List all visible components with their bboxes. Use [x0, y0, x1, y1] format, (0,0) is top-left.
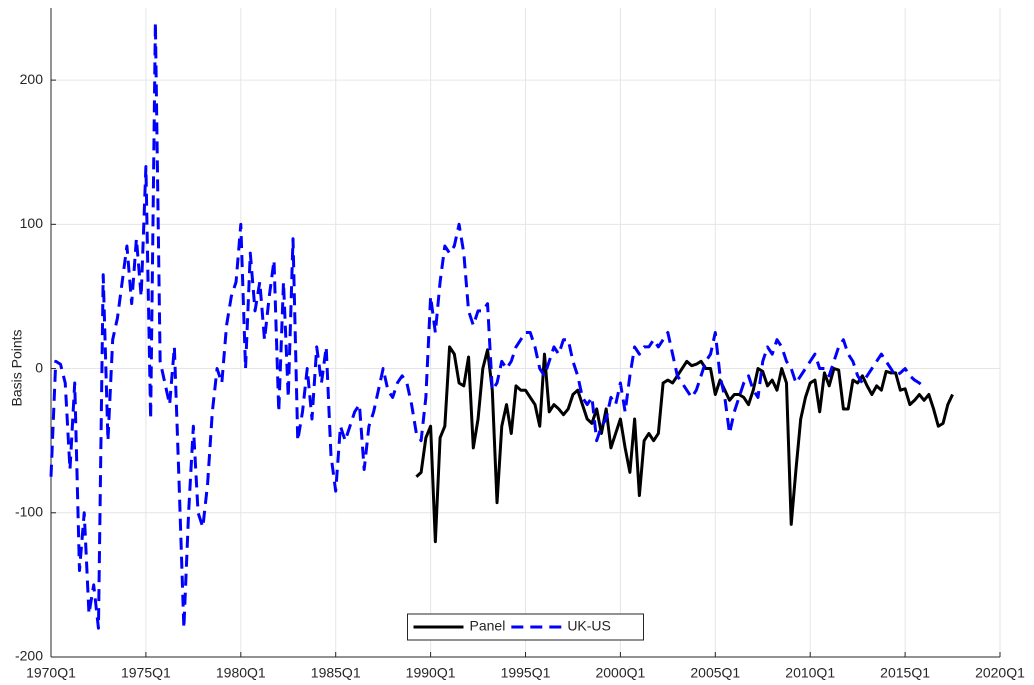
y-tick-label: -200 [15, 648, 43, 664]
y-tick-label: -100 [15, 503, 43, 519]
x-tick-label: 1985Q1 [311, 665, 361, 681]
x-tick-label: 1980Q1 [216, 665, 266, 681]
x-tick-label: 2005Q1 [690, 665, 740, 681]
x-tick-label: 1995Q1 [501, 665, 551, 681]
y-axis-label: Basis Points [9, 329, 25, 406]
y-tick-label: 200 [20, 71, 44, 87]
x-tick-label: 1990Q1 [406, 665, 456, 681]
series-line [415, 345, 954, 544]
x-tick-label: 2015Q1 [880, 665, 930, 681]
y-tick-label: 100 [20, 215, 44, 231]
legend-label: UK-US [567, 618, 611, 634]
series-line [49, 20, 926, 630]
x-tick-label: 1970Q1 [26, 665, 76, 681]
y-tick-label: 0 [35, 359, 43, 375]
x-tick-label: 2010Q1 [785, 665, 835, 681]
x-tick-label: 2000Q1 [595, 665, 645, 681]
legend-label: Panel [470, 618, 506, 634]
x-tick-label: 2020Q1 [975, 665, 1025, 681]
x-tick-label: 1975Q1 [121, 665, 171, 681]
